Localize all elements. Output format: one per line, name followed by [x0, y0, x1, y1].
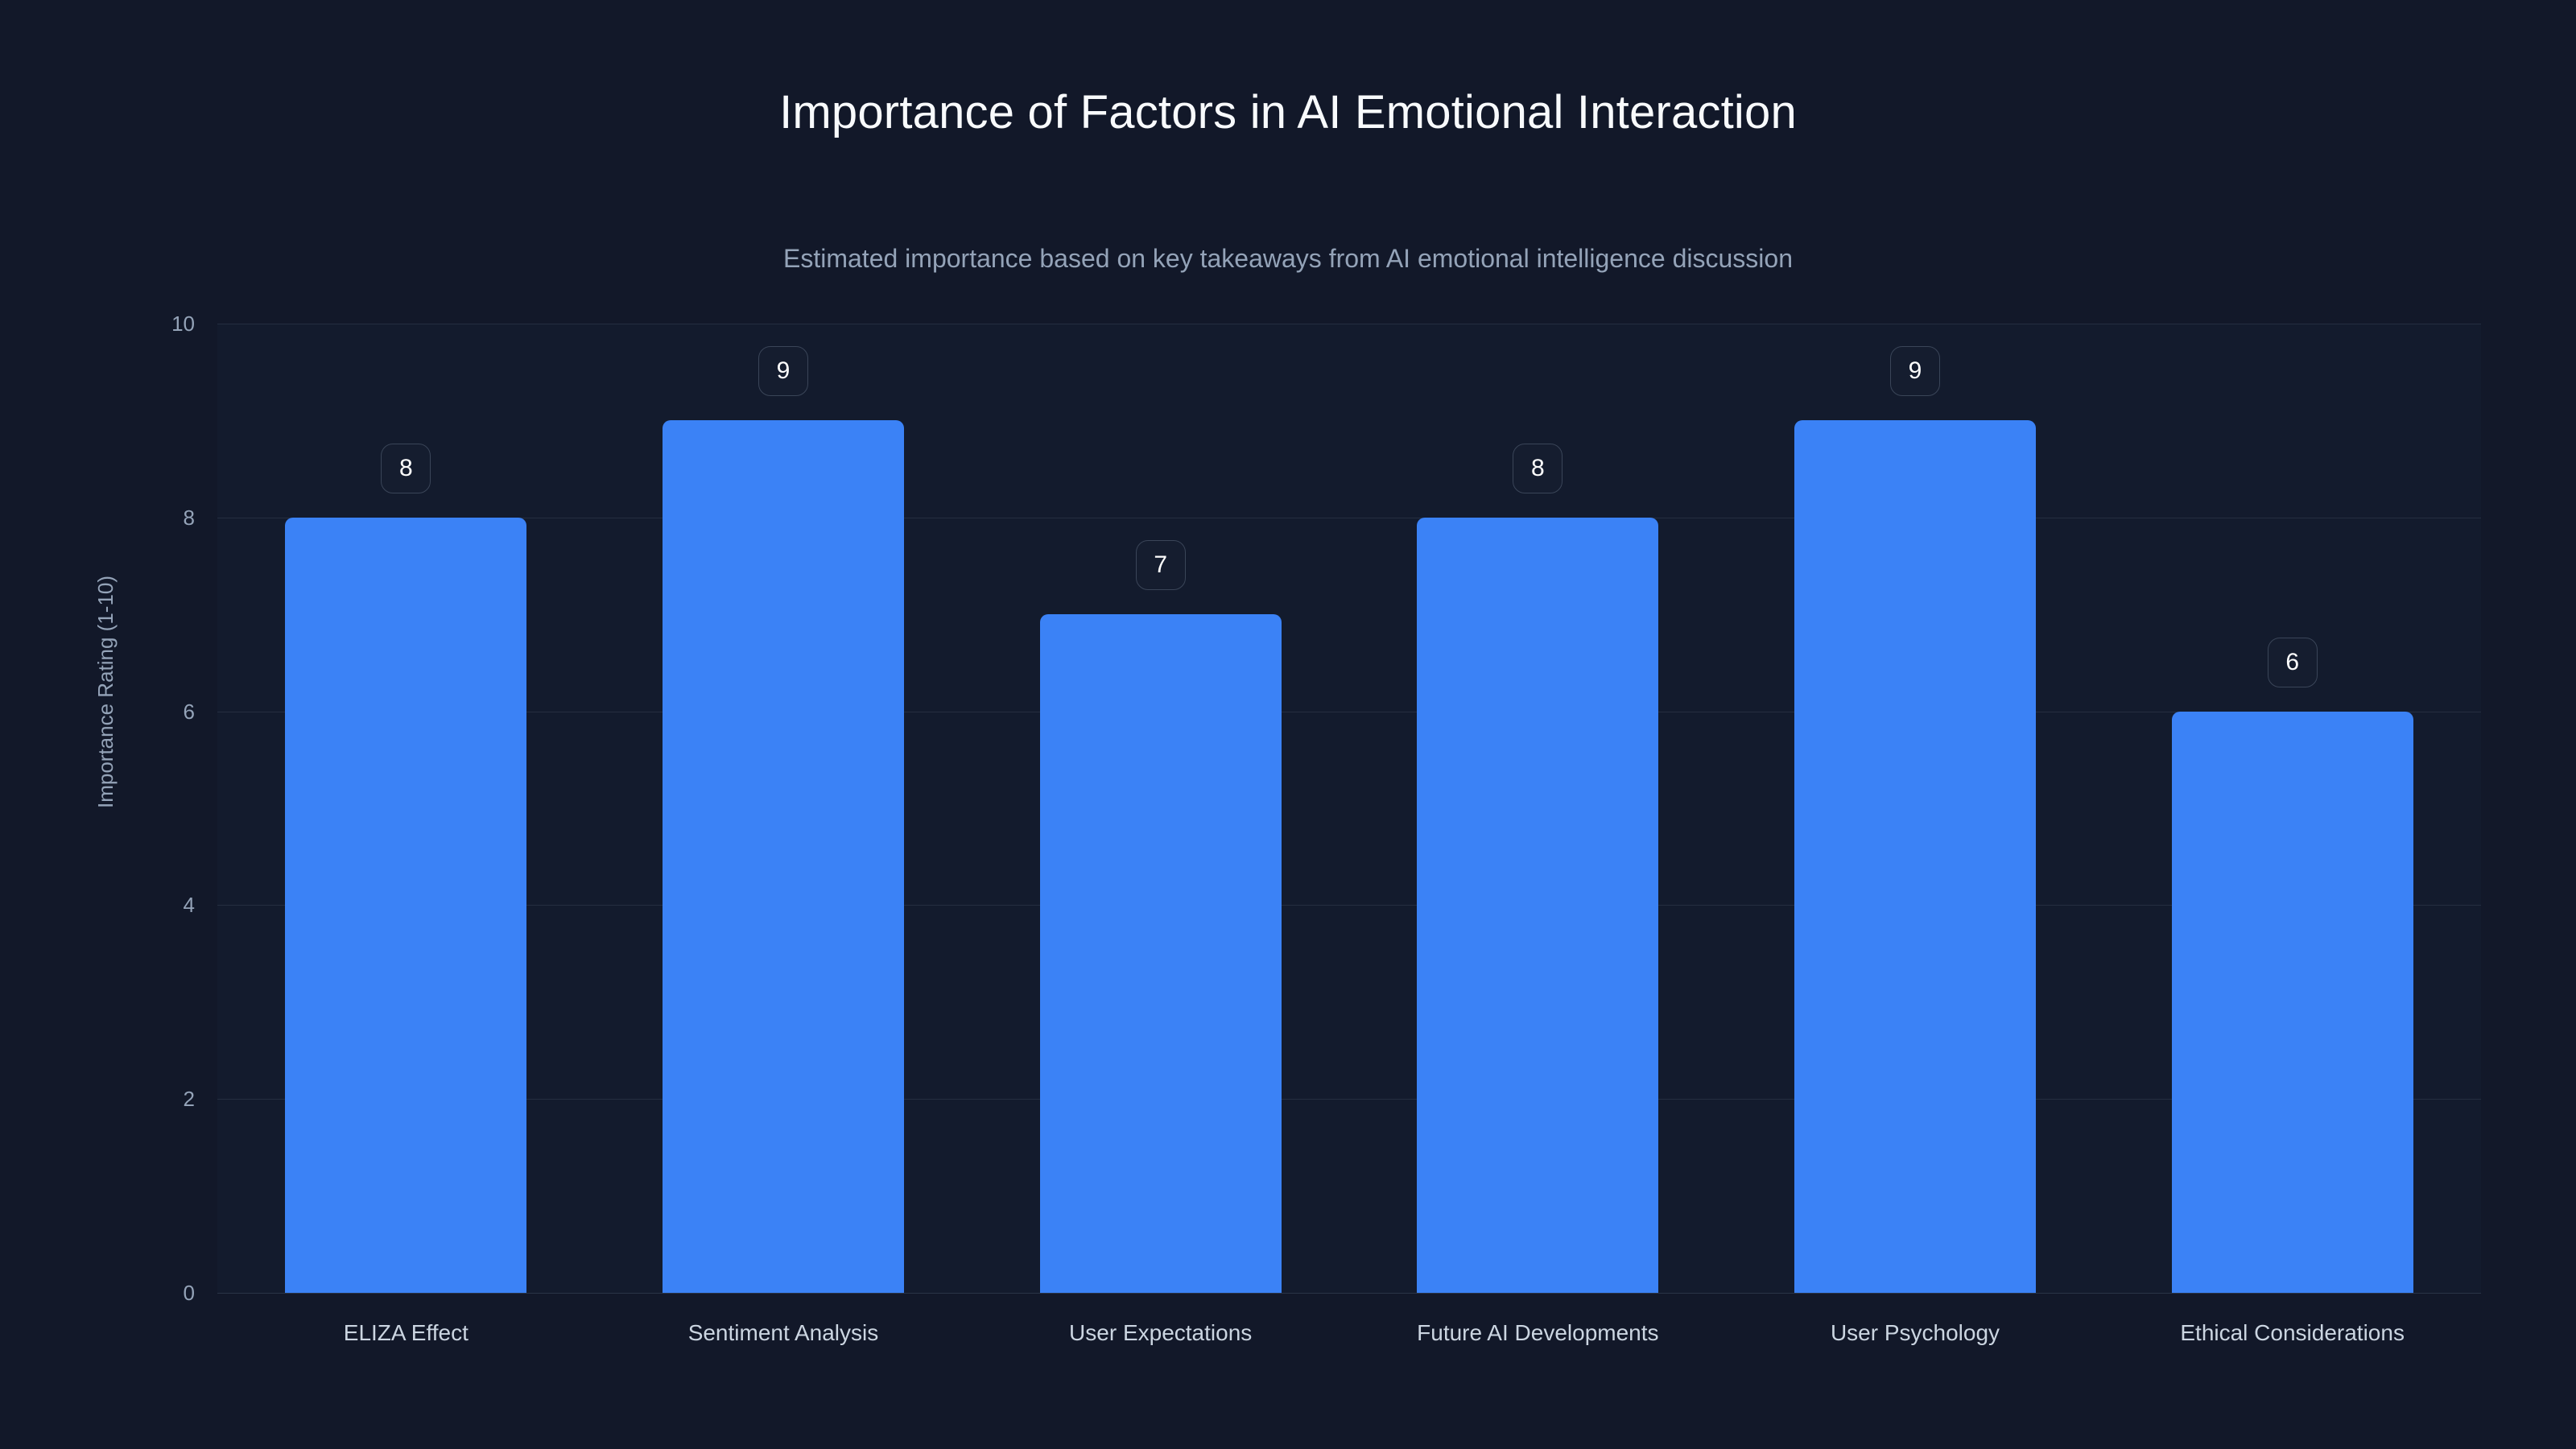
- gridline-0: [217, 1293, 2481, 1294]
- bar[interactable]: [1794, 420, 2036, 1293]
- bar[interactable]: [1417, 517, 1659, 1293]
- x-axis-label: Ethical Considerations: [2180, 1320, 2405, 1345]
- bar-value-badge: 9: [1890, 346, 1940, 397]
- y-tick-label-6: 6: [183, 699, 195, 724]
- bar-value-badge: 6: [2267, 637, 2318, 687]
- x-axis-label: Sentiment Analysis: [687, 1320, 879, 1345]
- chart-subtitle: Estimated importance based on key takeaw…: [783, 244, 1793, 273]
- plot-area: [217, 324, 2481, 1294]
- y-axis-title: Importance Rating (1-10): [93, 575, 118, 808]
- bar-value-badge: 8: [381, 443, 431, 493]
- x-axis-label: ELIZA Effect: [343, 1320, 469, 1345]
- bar-value-badge: 9: [758, 346, 808, 397]
- y-tick-label-10: 10: [171, 312, 195, 336]
- gridline-2: [217, 1099, 2481, 1100]
- y-tick-label-4: 4: [183, 893, 195, 918]
- bar-value-badge: 7: [1135, 540, 1186, 591]
- gridline-4: [217, 905, 2481, 906]
- bar[interactable]: [663, 420, 904, 1293]
- x-axis-label: User Expectations: [1069, 1320, 1253, 1345]
- bar-value-badge: 8: [1513, 443, 1563, 493]
- y-tick-label-8: 8: [183, 505, 195, 530]
- x-axis-label: User Psychology: [1830, 1320, 2000, 1345]
- bar[interactable]: [285, 517, 527, 1293]
- y-tick-label-0: 0: [183, 1281, 195, 1305]
- y-tick-label-2: 2: [183, 1087, 195, 1112]
- x-axis-label: Future AI Developments: [1417, 1320, 1659, 1345]
- chart-title: Importance of Factors in AI Emotional In…: [779, 86, 1797, 138]
- bar[interactable]: [2171, 711, 2413, 1293]
- bar[interactable]: [1039, 614, 1282, 1293]
